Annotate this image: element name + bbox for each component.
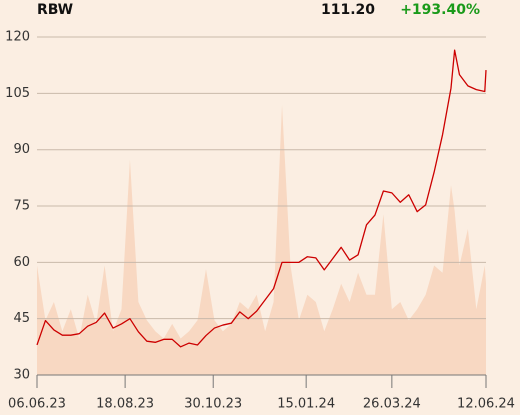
y-tick-label: 105 (5, 86, 30, 101)
area-layer (37, 104, 486, 376)
volume-area (37, 104, 486, 376)
y-tick-label: 75 (13, 199, 30, 214)
y-tick-label: 60 (13, 255, 30, 270)
x-tick-label: 26.03.24 (363, 397, 421, 412)
header-value: 111.20 (321, 2, 375, 18)
header-value: +193.40% (400, 2, 480, 18)
grid-layer (36, 36, 487, 388)
x-tick-label: 30.10.23 (184, 397, 242, 412)
line-layer (36, 49, 487, 348)
chart-title: RBW (37, 2, 73, 18)
x-tick-label: 15.01.24 (277, 397, 335, 412)
price-line (36, 49, 487, 348)
x-tick-label: 06.06.23 (8, 397, 66, 412)
x-tick-label: 12.06.24 (457, 397, 515, 412)
x-tick-label: 18.08.23 (96, 397, 154, 412)
y-tick-label: 45 (13, 311, 30, 326)
y-tick-label: 120 (5, 30, 30, 45)
y-tick-label: 30 (13, 368, 30, 383)
y-tick-label: 90 (13, 142, 30, 157)
